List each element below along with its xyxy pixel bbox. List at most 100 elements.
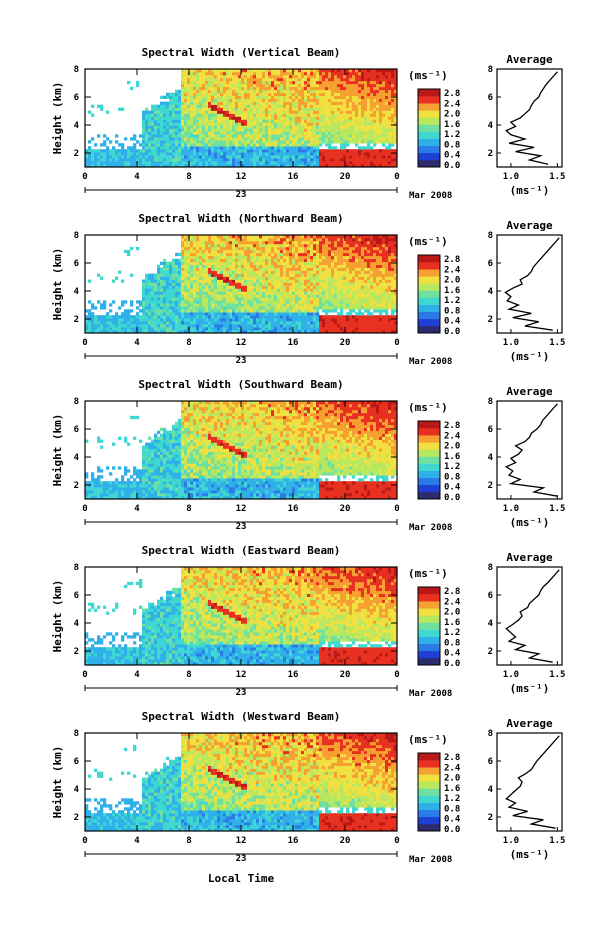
heatmap-cell [262, 158, 266, 162]
heatmap-cell [343, 74, 347, 79]
heatmap-cell [298, 279, 302, 283]
heatmap-cell [304, 71, 308, 76]
heatmap-cell [202, 297, 206, 301]
heatmap-cell [250, 107, 254, 111]
heatmap-cell [166, 92, 170, 97]
heatmap-cell [376, 110, 380, 114]
heatmap-cell [202, 279, 206, 283]
heatmap-cell [205, 149, 209, 153]
heatmap-cell [199, 80, 203, 85]
heatmap-cell [313, 155, 317, 159]
heatmap-cell [190, 306, 194, 310]
heatmap-cell [361, 134, 365, 138]
heatmap-cell [277, 119, 281, 123]
heatmap-cell [286, 330, 290, 334]
heatmap-cell [301, 152, 305, 156]
heatmap-cell [265, 258, 269, 263]
heatmap-cell [127, 152, 131, 156]
heatmap-cell [184, 246, 188, 251]
heatmap-cell [304, 264, 308, 268]
heatmap-cell [184, 86, 188, 91]
heatmap-cell [253, 71, 257, 76]
heatmap-cell [124, 327, 128, 331]
heatmap-cell [328, 303, 332, 307]
heatmap-cell [268, 282, 272, 286]
heatmap-cell [334, 107, 338, 111]
heatmap-cell [103, 300, 107, 304]
heatmap-cell [253, 146, 257, 150]
heatmap-cell [322, 330, 326, 334]
heatmap-cell [154, 324, 158, 328]
heatmap-cell [256, 119, 260, 123]
heatmap-cell [346, 161, 350, 165]
heatmap-cell [238, 101, 242, 105]
heatmap-cell [193, 300, 197, 304]
heatmap-cell [376, 128, 380, 132]
heatmap-cell [379, 69, 383, 73]
heatmap-cell [313, 258, 317, 263]
heatmap-cell [274, 149, 278, 153]
heatmap-cell [391, 116, 395, 120]
heatmap-cell [187, 285, 191, 289]
heatmap-cell [226, 240, 230, 245]
heatmap-cell [331, 128, 335, 132]
heatmap-cell [88, 164, 92, 168]
heatmap-cell [178, 89, 182, 94]
heatmap-cell [313, 107, 317, 111]
heatmap-cell [349, 104, 353, 108]
heatmap-cell [199, 107, 203, 111]
heatmap-cell [283, 315, 287, 319]
heatmap-cell [112, 327, 116, 331]
heatmap-cell [382, 149, 386, 153]
heatmap-cell [241, 107, 245, 111]
heatmap-cell [301, 128, 305, 132]
heatmap-cell [250, 315, 254, 319]
heatmap-cell [271, 83, 275, 88]
heatmap-cell [145, 297, 149, 301]
heatmap-cell [208, 69, 212, 73]
heatmap-cell [346, 143, 350, 147]
heatmap-cell [214, 258, 218, 263]
heatmap-cell [196, 297, 200, 301]
heatmap-cell [238, 98, 242, 102]
heatmap-cell [304, 92, 308, 97]
heatmap-cell [208, 246, 212, 251]
heatmap-cell [286, 321, 290, 325]
heatmap-cell [145, 309, 149, 313]
heatmap-cell [325, 122, 329, 126]
heatmap-cell [214, 89, 218, 94]
heatmap-cell [208, 315, 212, 319]
heatmap-cell [178, 267, 182, 271]
heatmap-cell [208, 80, 212, 85]
heatmap-cell [232, 330, 236, 334]
heatmap-cell [214, 95, 218, 99]
heatmap-cell [331, 140, 335, 144]
heatmap-cell [352, 98, 356, 102]
heatmap-cell [385, 83, 389, 88]
heatmap-cell [160, 149, 164, 153]
heatmap-cell [253, 243, 257, 248]
heatmap-cell [238, 285, 242, 289]
heatmap-cell [265, 300, 269, 304]
heatmap-cell [178, 312, 182, 316]
heatmap-cell [223, 309, 227, 313]
heatmap-cell [223, 306, 227, 310]
heatmap-cell [112, 300, 116, 304]
heatmap-cell [337, 107, 341, 111]
chart-panel-2: Spectral Width (Northward Beam)2468Heigh… [51, 212, 565, 367]
heatmap-cell [166, 131, 170, 135]
heatmap-cell [256, 309, 260, 313]
heatmap-cell [256, 288, 260, 292]
heatmap-cell [190, 267, 194, 271]
heatmap-cell [226, 89, 230, 94]
heatmap-cell [211, 303, 215, 307]
heatmap-cell [286, 77, 290, 82]
heatmap-cell [307, 243, 311, 248]
heatmap-cell [241, 122, 245, 126]
heatmap-cell [187, 110, 191, 114]
heatmap-cell [115, 155, 119, 159]
heatmap-cell [181, 116, 185, 120]
heatmap-cell [385, 104, 389, 108]
heatmap-cell [301, 71, 305, 76]
heatmap-cell [199, 110, 203, 114]
